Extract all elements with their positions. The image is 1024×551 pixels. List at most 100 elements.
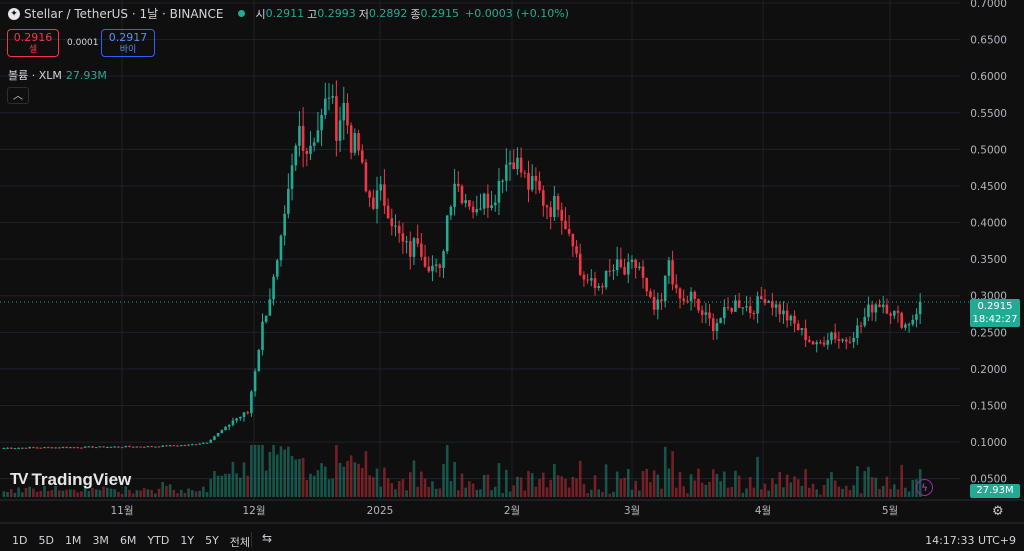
volume-bar <box>401 479 405 497</box>
tf-ytd[interactable]: YTD <box>147 534 170 547</box>
candle-body <box>408 241 412 257</box>
candle-body <box>623 267 626 275</box>
candle-body <box>187 444 190 446</box>
tf-5y[interactable]: 5Y <box>205 534 219 547</box>
symbol-title[interactable]: Stellar / TetherUS · 1날 · BINANCE <box>24 7 224 21</box>
volume-bar <box>9 489 13 497</box>
candle-body <box>682 298 685 301</box>
timeframe-bar: 1D 5D 1M 3M 6M YTD 1Y 5Y 전체 <box>12 534 250 550</box>
volume-bar <box>767 490 770 497</box>
tf-1m[interactable]: 1M <box>64 534 82 547</box>
candle-body <box>697 298 700 311</box>
volume-bar <box>209 478 213 497</box>
candle-body <box>826 340 830 345</box>
volume-bar <box>567 487 571 497</box>
candle-body <box>527 173 530 190</box>
gear-icon[interactable]: ⚙ <box>992 504 1004 519</box>
candle-body <box>904 324 907 328</box>
candle-body <box>675 284 678 289</box>
tf-5d[interactable]: 5D <box>38 534 54 547</box>
candle-body <box>789 315 793 321</box>
candle-body <box>918 301 922 315</box>
candle-body <box>708 312 711 319</box>
volume-bar <box>2 491 6 497</box>
candle-body <box>305 150 309 154</box>
candle-body <box>785 310 789 321</box>
candle-body <box>54 447 57 449</box>
candle-body <box>253 371 257 392</box>
volume-bar <box>135 490 139 497</box>
volume-bar <box>693 480 697 497</box>
candle-body <box>852 337 855 342</box>
candle-body <box>190 444 194 446</box>
x-tick-label: 12월 <box>242 505 265 517</box>
candle-body <box>6 447 9 449</box>
candle-body <box>290 165 294 189</box>
tf-all[interactable]: 전체 <box>229 536 251 549</box>
symbol-header: ✦ Stellar / TetherUS · 1날 · BINANCE 시 0.2… <box>8 5 569 22</box>
volume-bar <box>675 487 678 497</box>
date-range-icon[interactable]: ⇆ <box>262 531 273 545</box>
candle-body <box>763 299 767 303</box>
volume-bar <box>39 490 43 497</box>
candle-body <box>693 291 697 299</box>
tf-1d[interactable]: 1D <box>12 534 28 547</box>
candle-body <box>837 339 841 341</box>
volume-bar <box>904 487 907 497</box>
volume-bar <box>113 489 116 497</box>
volume-bar <box>493 486 497 497</box>
volume-bar <box>508 491 512 497</box>
candle-body <box>209 439 213 443</box>
sell-button[interactable]: 0.2916 셀 <box>7 29 59 57</box>
volume-bar <box>360 467 364 497</box>
volume-bar <box>545 487 549 497</box>
candle-body <box>505 164 508 181</box>
volume-bar <box>146 489 150 497</box>
volume-bar <box>250 445 253 497</box>
candle-body <box>479 208 482 210</box>
candle-body <box>65 447 68 449</box>
volume-bar <box>261 445 264 497</box>
volume-bar <box>626 468 630 497</box>
volume-bar <box>372 477 375 497</box>
volume-bar <box>660 488 663 497</box>
tf-6m[interactable]: 6M <box>119 534 137 547</box>
candle-body <box>335 96 338 141</box>
candle-body <box>671 260 674 285</box>
candle-body <box>723 307 726 319</box>
volume-bar <box>24 488 28 497</box>
collapse-legend-button[interactable]: ︿ <box>7 87 29 104</box>
candle-body <box>464 200 467 204</box>
volume-bar <box>194 491 198 497</box>
volume-bar <box>442 463 445 497</box>
candle-body <box>759 296 763 300</box>
tf-3m[interactable]: 3M <box>92 534 109 547</box>
lightning-icon[interactable]: ϟ <box>916 479 933 496</box>
volume-legend[interactable]: 볼륨 · XLM 27.93M <box>8 67 107 83</box>
candle-body <box>601 286 604 288</box>
volume-bar <box>427 486 431 497</box>
candle-body <box>830 332 833 341</box>
volume-bar <box>168 484 172 497</box>
volume-bar <box>501 493 504 497</box>
tf-1y[interactable]: 1Y <box>180 534 195 547</box>
stellar-logo-icon: ✦ <box>8 7 20 20</box>
volume-bar <box>445 445 449 497</box>
buy-price: 0.2917 <box>108 31 148 44</box>
y-tick-label: 0.0500 <box>970 474 1007 486</box>
buy-button[interactable]: 0.2917 바이 <box>101 29 155 57</box>
volume-bar <box>375 468 379 497</box>
candle-body <box>216 433 220 437</box>
clock[interactable]: 14:17:33 UTC+9 <box>925 534 1016 547</box>
volume-bar <box>486 474 490 497</box>
tradingview-logo[interactable]: TV TradingView <box>10 470 131 490</box>
candle-body <box>24 447 28 449</box>
volume-bar <box>848 489 852 497</box>
volume-bar <box>708 481 711 497</box>
volume-bar <box>541 472 545 497</box>
volume-bar <box>711 469 715 497</box>
candle-body <box>567 228 571 234</box>
candle-body <box>397 225 401 234</box>
volume-bar <box>745 488 748 497</box>
